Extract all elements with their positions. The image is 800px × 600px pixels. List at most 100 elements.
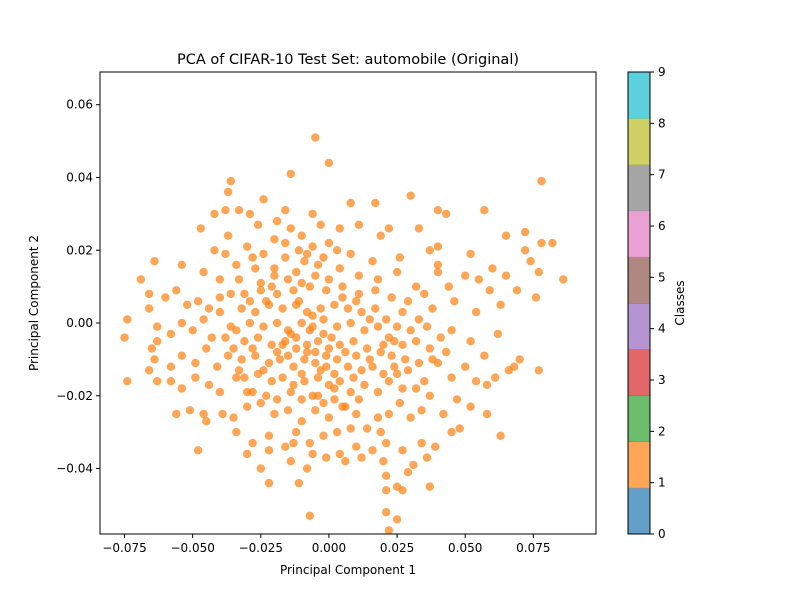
data-point (240, 289, 249, 299)
data-point (183, 300, 192, 309)
data-point (202, 417, 211, 426)
data-point (144, 366, 154, 375)
data-point (289, 286, 298, 295)
data-point (411, 282, 421, 291)
data-point (403, 297, 413, 306)
data-point (297, 278, 306, 288)
data-point (360, 326, 369, 335)
data-point (144, 289, 154, 299)
data-point (349, 337, 358, 346)
data-point (319, 253, 328, 262)
data-point (398, 384, 407, 393)
data-point (232, 373, 241, 382)
data-point (259, 322, 268, 331)
data-point (496, 431, 505, 440)
data-point (411, 384, 421, 393)
data-point (392, 267, 402, 277)
data-point (360, 380, 369, 390)
data-point (452, 395, 462, 404)
data-point (294, 478, 304, 488)
data-point (215, 293, 225, 302)
data-point (455, 424, 464, 433)
data-point (229, 344, 238, 353)
data-point (305, 282, 314, 291)
data-point (526, 257, 535, 266)
data-point (223, 351, 233, 360)
data-point (322, 286, 331, 295)
data-point (292, 333, 301, 342)
data-point (272, 347, 282, 357)
data-point (403, 468, 413, 477)
data-point (387, 293, 396, 302)
data-point (346, 249, 355, 259)
colorbar-segment (628, 210, 650, 258)
data-point (395, 253, 404, 262)
data-point (313, 260, 323, 269)
data-point (302, 464, 312, 473)
data-point (215, 387, 225, 397)
data-point (390, 362, 399, 371)
data-point (384, 224, 394, 233)
data-point (392, 515, 402, 524)
data-point (172, 409, 181, 419)
data-point (286, 169, 295, 179)
data-point (251, 351, 260, 360)
data-point (272, 318, 282, 328)
data-point (324, 344, 334, 353)
colorbar-segment (628, 118, 650, 165)
data-point (272, 216, 282, 226)
data-point (243, 402, 252, 411)
y-tick-label: −0.04 (56, 462, 93, 476)
data-point (466, 249, 475, 259)
data-point (223, 231, 233, 240)
y-tick-label: 0.04 (66, 170, 93, 184)
data-point (379, 340, 388, 349)
data-point (346, 387, 355, 397)
data-point (294, 297, 304, 306)
data-point (177, 384, 186, 393)
data-point (302, 347, 312, 357)
data-point (289, 438, 298, 448)
data-point (330, 300, 339, 309)
data-point (441, 347, 451, 357)
data-point (311, 271, 320, 280)
data-point (485, 286, 494, 295)
x-tick-label: −0.075 (102, 541, 146, 555)
data-point (368, 257, 377, 266)
data-point (335, 449, 344, 459)
data-point (150, 257, 159, 266)
data-point (433, 267, 443, 277)
data-point (371, 304, 380, 313)
data-point (259, 366, 268, 375)
data-point (316, 304, 325, 313)
data-point (379, 369, 388, 379)
data-point (520, 227, 530, 237)
data-point (196, 224, 205, 233)
data-point (324, 413, 334, 422)
data-point (283, 406, 293, 415)
data-point (172, 286, 181, 295)
data-point (433, 206, 443, 215)
data-point (422, 453, 432, 462)
data-point (308, 449, 317, 459)
data-point (283, 275, 293, 284)
data-point (281, 253, 290, 262)
data-point (409, 460, 418, 470)
data-point (482, 380, 492, 390)
x-tick-label: 0.000 (312, 541, 346, 555)
data-point (335, 377, 344, 386)
data-point (305, 511, 314, 520)
data-point (510, 362, 519, 371)
data-point (188, 326, 197, 335)
data-point (281, 238, 290, 248)
data-point (398, 340, 407, 349)
data-point (251, 307, 260, 317)
data-point (166, 377, 176, 386)
data-point (264, 431, 274, 440)
data-point (531, 293, 541, 302)
data-point (166, 362, 176, 371)
data-point (406, 326, 415, 335)
data-point (286, 224, 295, 233)
data-point (368, 446, 377, 455)
data-point (362, 344, 372, 353)
